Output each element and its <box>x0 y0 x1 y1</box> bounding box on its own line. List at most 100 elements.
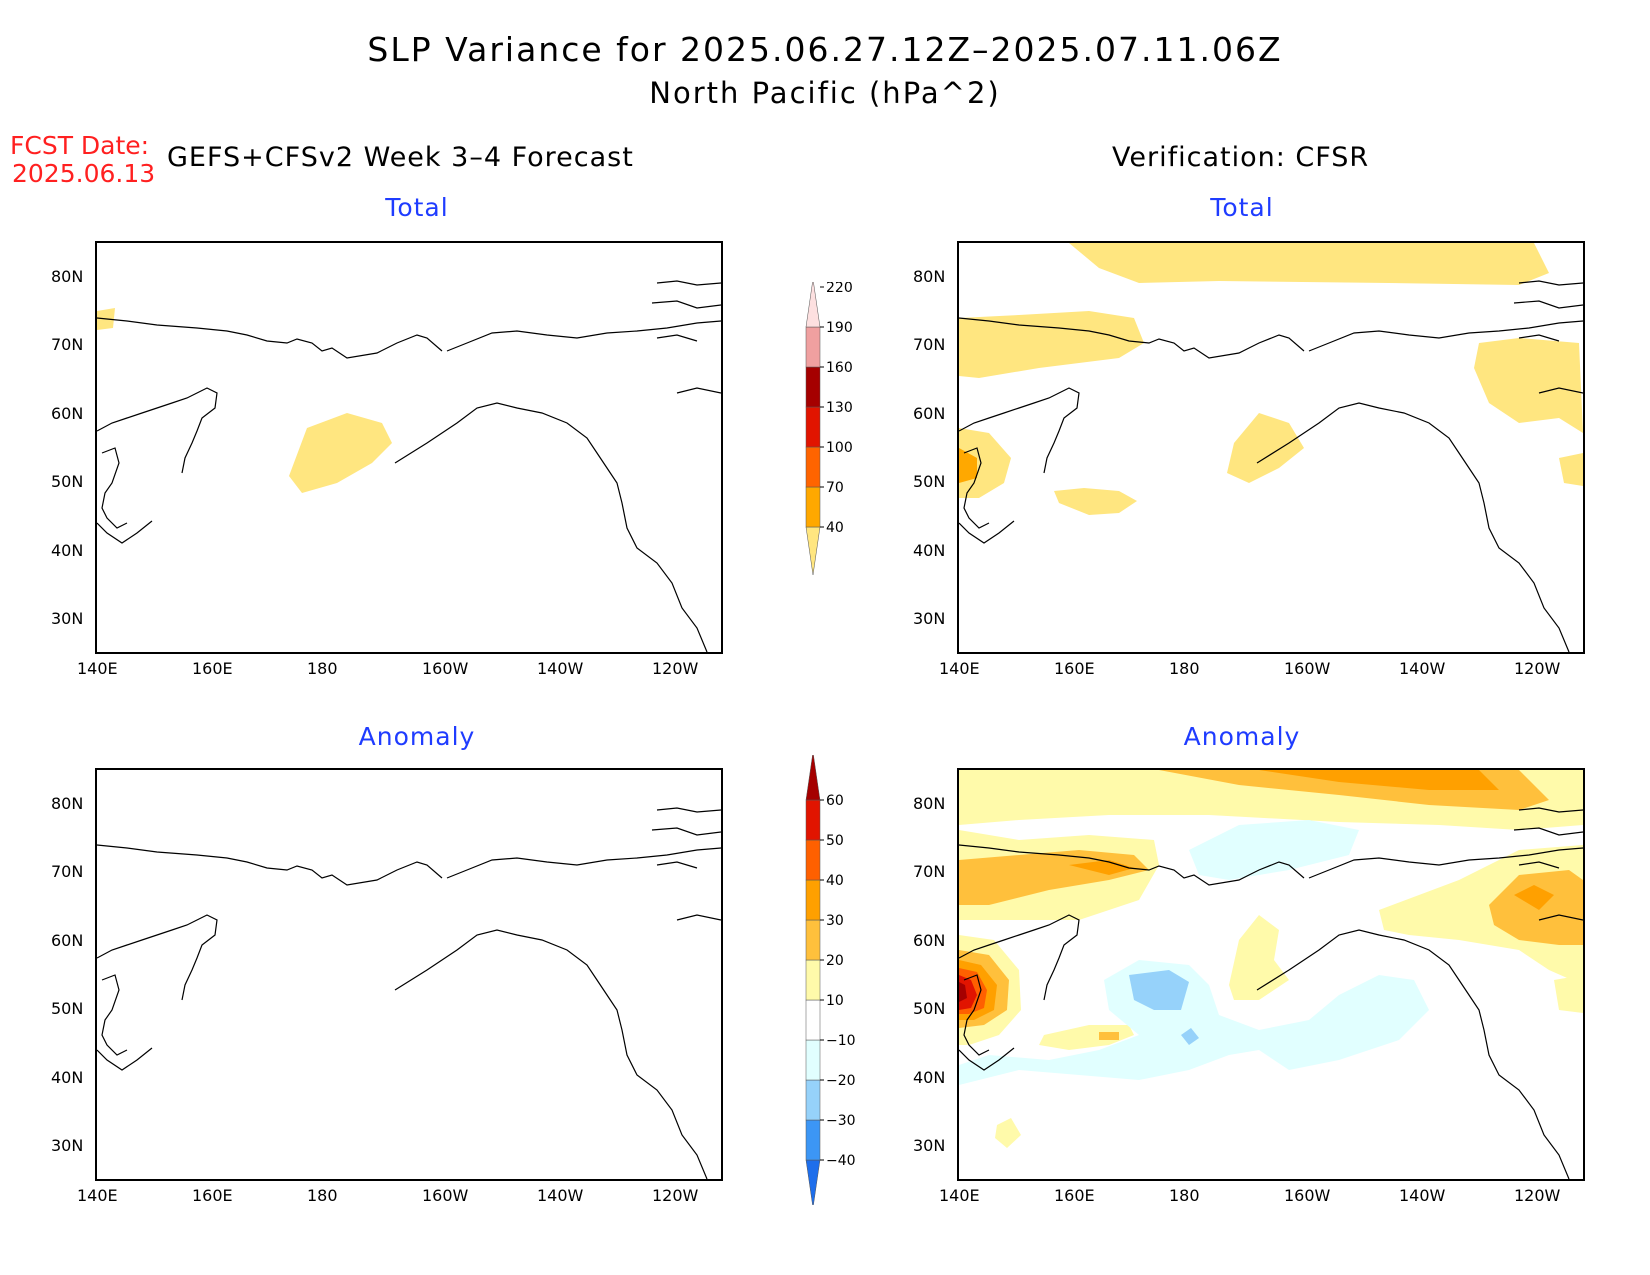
coastline <box>97 387 218 474</box>
lon-tick-label: 120W <box>652 659 699 678</box>
coastline <box>101 447 128 529</box>
panel-title-anomaly-verification: Anomaly <box>1183 722 1301 751</box>
coastline <box>1308 320 1583 352</box>
colorbar-swatch <box>805 486 821 528</box>
anomaly-colorbar: −40 −30 −20 −10 10 20 30 40 50 60 <box>805 755 856 1205</box>
coastline <box>97 844 443 886</box>
coastline <box>1308 847 1583 879</box>
lon-tick-label: 160E <box>192 1186 233 1205</box>
lon-tick-label: 160W <box>1284 1186 1331 1205</box>
lon-tick-label: 180 <box>307 1186 338 1205</box>
coastline <box>959 317 1305 359</box>
lat-tick-label: 70N <box>913 862 946 881</box>
colorbar-swatch <box>805 406 821 448</box>
total-colorbar: 40 70 100 130 160 190 220 <box>805 282 853 576</box>
colorbar-swatch <box>805 799 821 841</box>
colorbar-level-label: 190 <box>826 320 853 336</box>
lat-tick-label: 50N <box>51 999 84 1018</box>
colorbar-swatch <box>805 1159 821 1205</box>
colorbar-swatch <box>805 839 821 881</box>
colorbar-level-label: 10 <box>826 993 844 1009</box>
lon-tick-label: 140W <box>537 1186 584 1205</box>
lat-tick-label: 70N <box>51 335 84 354</box>
lat-tick-label: 30N <box>913 1136 946 1155</box>
colorbar-swatch <box>805 999 821 1041</box>
colorbar-level-label: 70 <box>826 480 844 496</box>
coastline <box>446 847 721 879</box>
colorbar-level-label: 60 <box>826 793 844 809</box>
lat-tick-label: 30N <box>51 1136 84 1155</box>
lat-tick-label: 40N <box>51 1068 84 1087</box>
lon-tick-label: 140W <box>1399 659 1446 678</box>
colorbar-swatch <box>805 282 821 328</box>
coastline <box>97 1047 153 1071</box>
map-total-forecast <box>95 241 723 654</box>
colorbar-level-label: −20 <box>826 1073 856 1089</box>
map-total-verification <box>957 241 1585 654</box>
lat-tick-label: 30N <box>51 609 84 628</box>
coastline <box>963 974 990 1056</box>
lon-tick-label: 180 <box>307 659 338 678</box>
coastline <box>651 807 721 921</box>
lat-tick-label: 50N <box>51 472 84 491</box>
colorbar-swatch <box>805 1079 821 1121</box>
colorbar-level-label: −10 <box>826 1033 856 1049</box>
lon-tick-label: 160E <box>1054 659 1095 678</box>
coastline <box>1256 929 1570 1179</box>
lon-tick-label: 180 <box>1169 659 1200 678</box>
lon-tick-label: 140E <box>939 659 980 678</box>
map-anomaly-forecast <box>95 768 723 1181</box>
colorbar-level-label: 40 <box>826 520 844 536</box>
lon-tick-label: 140W <box>537 659 584 678</box>
lat-tick-label: 40N <box>51 541 84 560</box>
colorbar-level-label: 20 <box>826 953 844 969</box>
lon-tick-label: 140E <box>77 659 118 678</box>
lat-tick-label: 50N <box>913 472 946 491</box>
lat-tick-label: 70N <box>51 862 84 881</box>
lon-tick-label: 160W <box>1284 659 1331 678</box>
colorbar-level-label: 100 <box>826 440 853 456</box>
coastline <box>101 974 128 1056</box>
lat-tick-label: 60N <box>51 404 84 423</box>
coastline <box>1513 280 1583 394</box>
colorbar-level-label: 220 <box>826 282 853 296</box>
lon-tick-label: 160E <box>1054 1186 1095 1205</box>
colorbar-swatch <box>805 1039 821 1081</box>
panel-title-anomaly-forecast: Anomaly <box>358 722 476 751</box>
lon-tick-label: 120W <box>1514 1186 1561 1205</box>
lon-tick-label: 120W <box>1514 659 1561 678</box>
coastline <box>97 520 153 544</box>
colorbar-level-label: −40 <box>826 1153 856 1169</box>
coastline <box>959 844 1305 886</box>
coastline <box>97 317 443 359</box>
lon-tick-label: 160E <box>192 659 233 678</box>
lat-tick-label: 30N <box>913 609 946 628</box>
figure-subtitle: North Pacific (hPa^2) <box>649 76 1001 110</box>
lat-tick-label: 60N <box>913 404 946 423</box>
coastline <box>959 1047 1015 1071</box>
colorbar-level-label: 40 <box>826 873 844 889</box>
lon-tick-label: 120W <box>652 1186 699 1205</box>
colorbar-level-label: 130 <box>826 400 853 416</box>
lat-tick-label: 50N <box>913 999 946 1018</box>
coastline <box>446 320 721 352</box>
colorbar-swatch <box>805 919 821 961</box>
lon-tick-label: 160W <box>422 1186 469 1205</box>
lat-tick-label: 80N <box>51 267 84 286</box>
lat-tick-label: 40N <box>913 1068 946 1087</box>
colorbar-swatch <box>805 1119 821 1161</box>
lon-tick-label: 140E <box>939 1186 980 1205</box>
lat-tick-label: 70N <box>913 335 946 354</box>
colorbar-swatch <box>805 526 821 576</box>
coastline <box>97 914 218 1001</box>
panel-title-total-verification: Total <box>1210 193 1274 222</box>
colorbar-swatch <box>805 366 821 408</box>
coastline <box>1513 807 1583 921</box>
colorbar-swatch <box>805 959 821 1001</box>
lat-tick-label: 80N <box>51 794 84 813</box>
lon-tick-label: 140W <box>1399 1186 1446 1205</box>
figure-title: SLP Variance for 2025.06.27.12Z–2025.07.… <box>367 30 1283 69</box>
colorbar-swatch <box>805 755 821 801</box>
coastline <box>959 520 1015 544</box>
lat-tick-label: 80N <box>913 794 946 813</box>
